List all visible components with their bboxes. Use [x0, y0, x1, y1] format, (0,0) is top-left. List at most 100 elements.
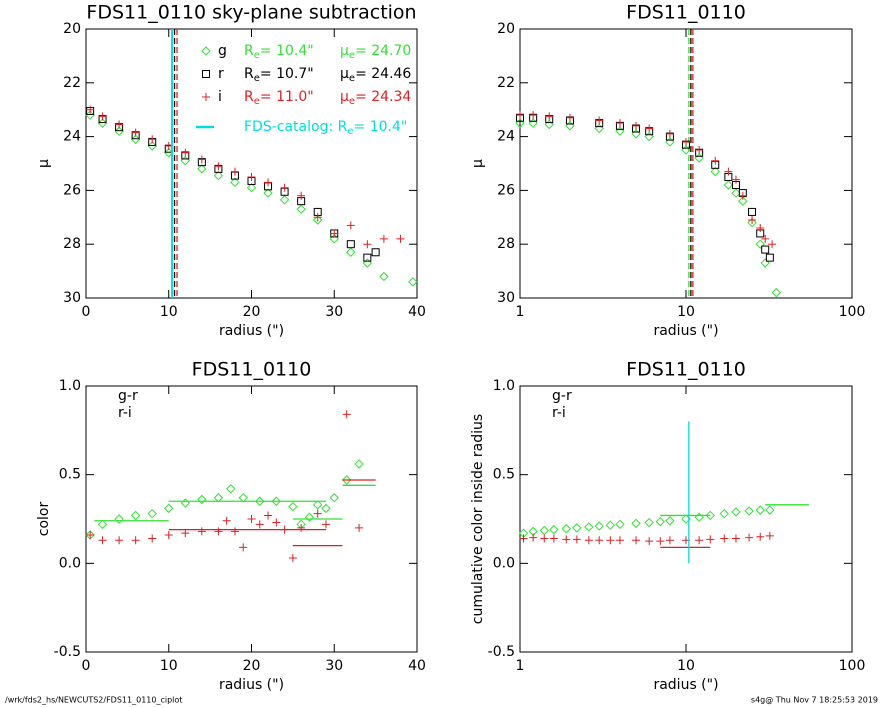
- point: [214, 527, 223, 536]
- point: [313, 509, 322, 518]
- point: [738, 191, 747, 200]
- chart-title: FDS11_0110: [192, 359, 312, 381]
- point: [731, 507, 741, 517]
- point: [247, 515, 256, 523]
- label-part: μ: [340, 66, 349, 82]
- point: [230, 177, 240, 188]
- plot-frame: [519, 385, 853, 653]
- point: [606, 536, 615, 545]
- point: [549, 534, 558, 543]
- x-tick-label: 1: [516, 304, 525, 320]
- point: [288, 501, 298, 512]
- point: [297, 191, 306, 200]
- point: [197, 494, 207, 505]
- legend-label: FDS-catalog: Re= 10.4": [244, 119, 407, 137]
- point: [354, 459, 364, 469]
- point: [747, 217, 757, 228]
- point: [131, 128, 140, 137]
- point: [761, 234, 770, 243]
- point: [515, 118, 525, 128]
- point: [114, 514, 124, 524]
- y-tick-label: 28: [63, 236, 81, 252]
- x-tick-label: 20: [243, 304, 261, 320]
- point: [363, 240, 372, 249]
- label-part: R: [244, 43, 254, 59]
- y-tick-label: 22: [497, 75, 515, 91]
- point: [346, 221, 355, 230]
- y-axis-label: μ: [470, 159, 486, 168]
- x-tick-label: 0: [82, 304, 91, 320]
- x-tick-label: 0: [82, 658, 91, 674]
- y-tick-label: 22: [63, 75, 81, 91]
- point: [584, 522, 594, 532]
- point: [572, 523, 582, 533]
- label-part: = 24.46: [355, 66, 411, 82]
- point: [682, 137, 690, 146]
- point: [665, 137, 675, 147]
- point: [755, 239, 765, 249]
- point: [197, 527, 206, 536]
- point: [665, 129, 674, 138]
- footer-left: /wrk/fds2_hs/NEWCUTS2/FDS11_0110_ciplot: [5, 696, 182, 705]
- point: [539, 525, 549, 536]
- x-tick-label: 30: [325, 304, 343, 320]
- x-tick-label: 10: [160, 304, 178, 320]
- point: [705, 510, 715, 521]
- x-tick-label: 1: [516, 658, 525, 674]
- point: [706, 535, 715, 544]
- point: [98, 536, 107, 545]
- x-tick-label: 100: [839, 304, 866, 320]
- label-sub: e: [349, 50, 355, 61]
- point: [230, 527, 239, 536]
- chart-title: FDS11_0110: [626, 359, 746, 381]
- legend-name: r-i: [118, 405, 132, 421]
- point: [280, 183, 289, 192]
- x-axis-label: radius ("): [219, 677, 284, 693]
- point: [312, 215, 323, 225]
- point: [516, 111, 524, 120]
- point: [595, 536, 604, 545]
- label-part: R: [244, 66, 254, 82]
- point: [760, 258, 770, 268]
- x-tick-label: 10: [677, 658, 695, 674]
- y-tick-label: 30: [497, 290, 515, 306]
- point: [239, 543, 248, 552]
- label-part: R: [244, 89, 254, 105]
- point: [197, 155, 206, 164]
- point: [681, 145, 691, 155]
- point: [756, 532, 765, 541]
- point: [362, 258, 373, 268]
- y-tick-label: 0.0: [493, 555, 515, 571]
- point: [655, 516, 665, 527]
- point: [164, 530, 173, 539]
- point: [304, 512, 315, 522]
- point: [346, 247, 356, 257]
- y-tick-label: 20: [497, 21, 515, 37]
- point: [549, 524, 559, 535]
- point: [98, 112, 107, 121]
- y-tick-label: -0.5: [54, 644, 81, 660]
- y-tick-label: 1.0: [493, 378, 515, 394]
- point: [341, 475, 352, 485]
- point: [180, 498, 191, 508]
- point: [86, 105, 95, 114]
- point: [519, 534, 528, 543]
- label-part: = 10.7": [260, 66, 314, 82]
- point: [247, 172, 256, 181]
- point: [615, 536, 624, 545]
- y-tick-label: 0.5: [59, 467, 81, 483]
- point: [181, 148, 190, 157]
- plot-frame: [519, 28, 853, 299]
- point: [761, 245, 770, 254]
- legend-label: μe= 24.34: [340, 89, 411, 107]
- y-tick-label: 26: [63, 182, 81, 198]
- point: [86, 530, 95, 539]
- label-sub: e: [349, 73, 355, 84]
- legend-label: Re= 11.0": [244, 89, 314, 107]
- legend-label: μe= 24.46: [340, 66, 411, 84]
- point: [738, 196, 748, 206]
- label-sub: e: [254, 96, 260, 107]
- point: [615, 119, 624, 128]
- point: [222, 516, 231, 525]
- point: [731, 188, 741, 198]
